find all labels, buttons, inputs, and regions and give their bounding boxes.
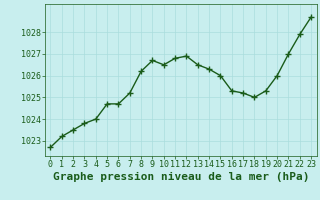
X-axis label: Graphe pression niveau de la mer (hPa): Graphe pression niveau de la mer (hPa)	[52, 172, 309, 182]
